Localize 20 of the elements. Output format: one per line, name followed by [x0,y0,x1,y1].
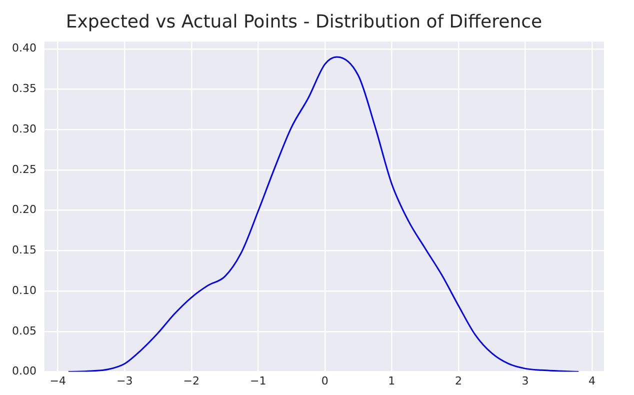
y-tick-label: 0.15 [12,244,36,257]
line-series [68,56,580,372]
x-tick-label: −3 [116,374,133,388]
x-tick-label: 4 [588,374,596,388]
y-tick-label: 0.40 [12,42,36,55]
x-tick-label: −2 [183,374,200,388]
chart-title: Expected vs Actual Points - Distribution of Difference [66,11,542,32]
x-tick-label: 1 [388,374,396,388]
x-tick-label: −4 [50,374,66,388]
y-tick-label: 0.35 [12,82,36,96]
y-tick-label: 0.05 [12,324,36,338]
y-tick-label: 0.20 [12,203,36,216]
y-tick-label: 0.10 [12,284,36,297]
x-tick-label: 3 [522,374,529,388]
y-tick-label: 0.30 [12,122,36,136]
x-tick-label: 0 [321,374,328,388]
y-tick-label: 0.00 [12,364,36,378]
y-tick-label: 0.25 [12,162,36,176]
x-tick-label: 2 [454,374,462,388]
x-tick-label: −1 [250,374,266,388]
